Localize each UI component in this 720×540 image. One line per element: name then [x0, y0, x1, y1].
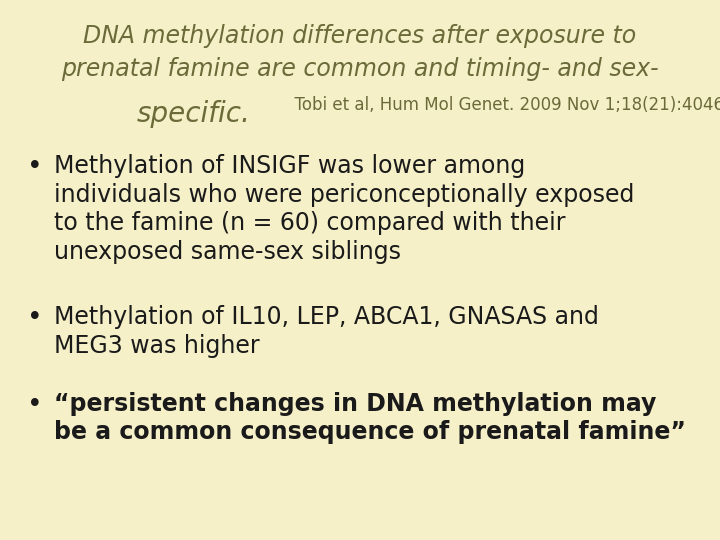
Text: •: • — [27, 305, 43, 331]
Text: “persistent changes in DNA methylation may
be a common consequence of prenatal f: “persistent changes in DNA methylation m… — [54, 392, 686, 444]
Text: Methylation of INSIGF was lower among
individuals who were periconceptionally ex: Methylation of INSIGF was lower among in… — [54, 154, 634, 264]
Text: specific.: specific. — [137, 100, 251, 128]
Text: Tobi et al, Hum Mol Genet. 2009 Nov 1;18(21):4046-53: Tobi et al, Hum Mol Genet. 2009 Nov 1;18… — [284, 96, 720, 114]
Text: DNA methylation differences after exposure to: DNA methylation differences after exposu… — [84, 24, 636, 48]
Text: Methylation of IL10, LEP, ABCA1, GNASAS and
MEG3 was higher: Methylation of IL10, LEP, ABCA1, GNASAS … — [54, 305, 599, 358]
Text: •: • — [27, 154, 43, 180]
Text: •: • — [27, 392, 43, 417]
Text: prenatal famine are common and timing- and sex-: prenatal famine are common and timing- a… — [61, 57, 659, 80]
